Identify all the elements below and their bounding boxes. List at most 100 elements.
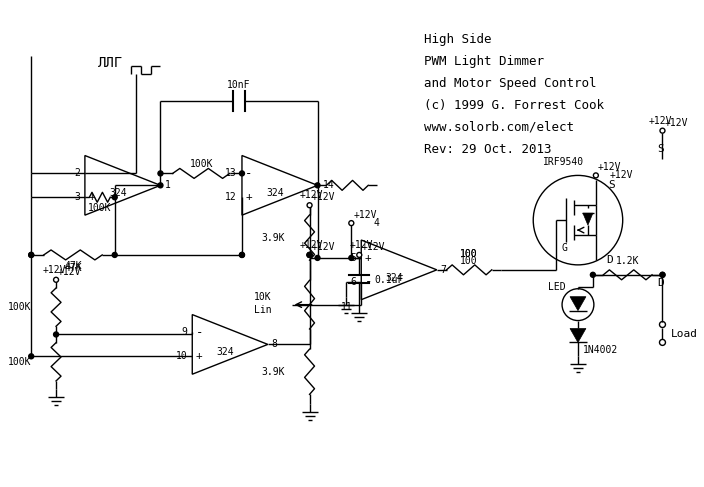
Text: -: - <box>365 275 372 288</box>
Text: 10K: 10K <box>254 292 272 301</box>
Text: 47K: 47K <box>64 263 82 273</box>
Text: 100: 100 <box>460 249 477 259</box>
Circle shape <box>315 183 320 188</box>
Circle shape <box>660 339 665 345</box>
Text: www.solorb.com/elect: www.solorb.com/elect <box>424 121 574 134</box>
Circle shape <box>315 255 320 261</box>
Circle shape <box>348 221 354 225</box>
Text: Lin: Lin <box>254 304 272 315</box>
Circle shape <box>112 195 117 200</box>
Text: +12V: +12V <box>312 192 335 202</box>
Circle shape <box>29 252 34 258</box>
Text: Load: Load <box>670 330 698 339</box>
Text: and Motor Speed Control: and Motor Speed Control <box>424 77 596 90</box>
Text: (c) 1999 G. Forrest Cook: (c) 1999 G. Forrest Cook <box>424 99 604 112</box>
Text: 7: 7 <box>441 265 446 275</box>
Text: +12V: +12V <box>312 242 335 252</box>
Text: +12V: +12V <box>361 242 385 252</box>
Text: -: - <box>88 167 96 180</box>
Text: 100K: 100K <box>8 302 31 312</box>
Circle shape <box>357 252 362 258</box>
Circle shape <box>239 171 244 176</box>
Circle shape <box>660 272 665 277</box>
Circle shape <box>593 173 598 178</box>
Circle shape <box>307 252 312 258</box>
Circle shape <box>660 272 665 277</box>
Text: 0.1uF: 0.1uF <box>375 275 403 285</box>
Text: G: G <box>561 243 567 253</box>
Polygon shape <box>583 213 593 225</box>
Text: 11: 11 <box>341 301 352 312</box>
Text: ЛЛГ: ЛЛГ <box>98 56 123 70</box>
Text: +12V: +12V <box>648 116 672 126</box>
Text: 324: 324 <box>385 273 403 283</box>
Text: 5: 5 <box>351 253 356 263</box>
Circle shape <box>158 183 163 188</box>
Text: 10: 10 <box>175 351 187 361</box>
Text: 12: 12 <box>225 192 237 202</box>
Polygon shape <box>570 297 586 311</box>
Circle shape <box>348 255 354 261</box>
Text: +12V: +12V <box>598 163 622 172</box>
Text: 1: 1 <box>165 180 170 190</box>
Text: 3: 3 <box>74 192 80 202</box>
Circle shape <box>29 354 34 359</box>
Text: -: - <box>196 326 203 339</box>
Text: +: + <box>196 351 203 361</box>
Text: 9: 9 <box>182 327 187 337</box>
Text: 100K: 100K <box>88 203 111 213</box>
Circle shape <box>660 128 665 133</box>
Text: +12V: +12V <box>300 190 323 200</box>
Text: LED: LED <box>548 282 566 292</box>
Circle shape <box>29 252 34 258</box>
Text: 1.2K: 1.2K <box>616 256 639 266</box>
Text: 100K: 100K <box>189 159 213 169</box>
Text: +: + <box>89 192 95 202</box>
Circle shape <box>307 252 312 258</box>
Circle shape <box>239 252 244 258</box>
Text: +: + <box>246 192 252 202</box>
Text: PWM Light Dimmer: PWM Light Dimmer <box>424 55 544 68</box>
Polygon shape <box>570 329 586 342</box>
Circle shape <box>158 171 163 176</box>
Circle shape <box>112 252 117 258</box>
Text: Rev: 29 Oct. 2013: Rev: 29 Oct. 2013 <box>424 143 551 156</box>
Text: 47K: 47K <box>64 261 82 271</box>
Text: 8: 8 <box>272 339 277 349</box>
Text: D: D <box>657 278 664 288</box>
Text: IRF9540: IRF9540 <box>543 157 584 168</box>
Text: 324: 324 <box>216 347 234 357</box>
Text: High Side: High Side <box>424 33 491 46</box>
Text: D: D <box>606 255 612 265</box>
Text: 3.9K: 3.9K <box>261 367 284 377</box>
Text: S: S <box>657 144 664 153</box>
Text: 100: 100 <box>460 256 478 266</box>
Text: 2: 2 <box>74 169 80 178</box>
Text: 324: 324 <box>266 188 284 198</box>
Text: 100K: 100K <box>8 357 31 367</box>
Circle shape <box>307 252 312 258</box>
Circle shape <box>591 272 596 277</box>
Text: +12V: +12V <box>353 210 377 220</box>
Text: +12V: +12V <box>58 267 82 277</box>
Circle shape <box>239 252 244 258</box>
Text: S: S <box>608 180 615 190</box>
Text: +12V: +12V <box>665 118 688 128</box>
Text: 1N4002: 1N4002 <box>583 345 618 356</box>
Text: 324: 324 <box>109 188 127 198</box>
Text: 10nF: 10nF <box>227 80 251 90</box>
Text: 3.9K: 3.9K <box>261 232 284 243</box>
Text: -: - <box>245 167 253 180</box>
Circle shape <box>54 277 58 282</box>
Text: 4: 4 <box>373 218 379 228</box>
Text: 13: 13 <box>225 169 237 178</box>
Circle shape <box>54 332 58 337</box>
Circle shape <box>307 203 312 208</box>
Text: +12V: +12V <box>42 265 66 275</box>
Text: +12V: +12V <box>610 170 634 180</box>
Text: 100: 100 <box>460 249 477 259</box>
Text: 14: 14 <box>322 180 334 190</box>
Text: +12V: +12V <box>300 240 323 250</box>
Text: +12V: +12V <box>349 240 373 250</box>
Text: 6: 6 <box>351 277 356 287</box>
